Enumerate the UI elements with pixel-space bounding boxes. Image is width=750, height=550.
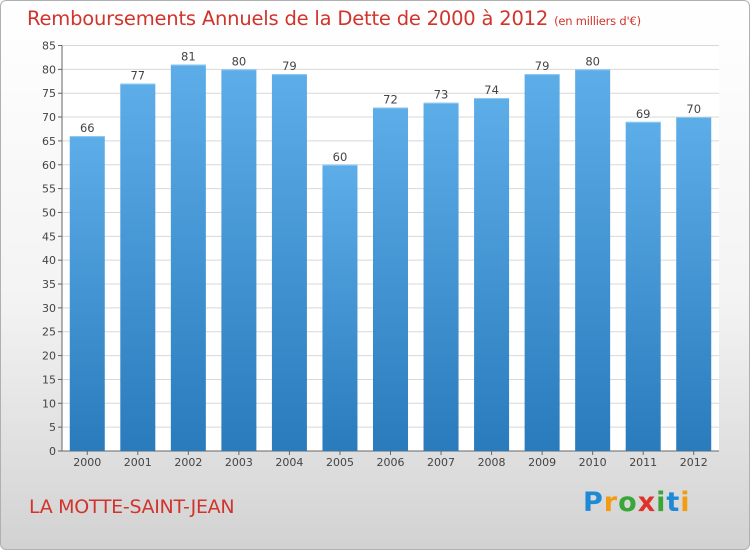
- chart-title: Remboursements Annuels de la Dette de 20…: [27, 7, 641, 30]
- labels: 0 5 10 15 20 25 30 35 40 45 50 55 60 65 70 75 80 85 66 2000…: [42, 40, 708, 470]
- y-tick-label: 50: [42, 206, 56, 219]
- x-tick-label: 2001: [124, 456, 152, 469]
- data-label-2003: 80: [232, 54, 247, 68]
- y-tick-label: 5: [49, 421, 56, 434]
- data-label-2011: 69: [636, 107, 651, 121]
- y-tick-label: 30: [42, 302, 56, 315]
- x-tick-label: 2002: [174, 456, 202, 469]
- unit-note: (en milliers d'€): [554, 14, 641, 28]
- proxiti-logo: Proxiti: [583, 487, 691, 518]
- bar-2000: [69, 136, 105, 451]
- bar-2006: [373, 107, 408, 452]
- bar-2012: [676, 117, 712, 451]
- x-tick-label: 2003: [225, 456, 253, 469]
- bar-2005: [322, 164, 358, 451]
- y-tick-label: 75: [42, 87, 56, 100]
- data-label-2010: 80: [585, 54, 600, 68]
- y-tick-label: 70: [42, 111, 56, 124]
- x-tick-label: 2012: [680, 456, 708, 469]
- x-tick-label: 2008: [478, 456, 506, 469]
- y-tick-label: 0: [49, 445, 56, 458]
- bar-2008: [474, 97, 510, 451]
- x-tick-label: 2005: [326, 456, 354, 469]
- y-tick-label: 80: [42, 63, 56, 76]
- bar-2010: [575, 69, 611, 452]
- x-tick-label: 2006: [377, 456, 405, 469]
- x-tick-label: 2007: [427, 456, 455, 469]
- y-tick-label: 65: [42, 135, 56, 148]
- bar-2004: [271, 74, 307, 451]
- data-label-2005: 60: [333, 150, 348, 164]
- y-tick-label: 15: [42, 373, 56, 386]
- y-tick-label: 10: [42, 397, 56, 410]
- logo-letter: i: [680, 487, 691, 518]
- x-tick-label: 2011: [629, 456, 657, 469]
- data-label-2002: 81: [181, 50, 196, 64]
- data-label-2000: 66: [80, 121, 95, 135]
- commune-name: LA MOTTE-SAINT-JEAN: [29, 496, 235, 518]
- logo-letter: r: [603, 487, 619, 518]
- bar-2009: [524, 74, 560, 451]
- data-label-2012: 70: [686, 102, 701, 116]
- y-tick-label: 35: [42, 278, 56, 291]
- y-tick-label: 20: [42, 350, 56, 363]
- bar-2003: [221, 69, 257, 452]
- bar-2002: [170, 64, 206, 452]
- y-tick-label: 45: [42, 230, 56, 243]
- data-label-2009: 79: [535, 59, 550, 73]
- x-tick-label: 2000: [73, 456, 101, 469]
- y-tick-label: 25: [42, 326, 56, 339]
- bar-2001: [120, 83, 156, 451]
- x-tick-label: 2009: [528, 456, 556, 469]
- logo-letter: x: [637, 487, 657, 518]
- data-label-2007: 73: [434, 88, 449, 102]
- logo-letter: i: [656, 487, 667, 518]
- y-tick-label: 60: [42, 159, 56, 172]
- logo-letter: t: [666, 487, 681, 518]
- data-label-2006: 72: [383, 93, 398, 107]
- y-tick-label: 55: [42, 183, 56, 196]
- bar-2011: [625, 121, 661, 452]
- logo-letter: o: [618, 487, 638, 518]
- y-tick-label: 40: [42, 254, 56, 267]
- y-tick-label: 85: [42, 40, 56, 53]
- data-label-2008: 74: [484, 83, 499, 97]
- bars: [69, 64, 712, 452]
- x-tick-label: 2010: [579, 456, 607, 469]
- data-label-2004: 79: [282, 59, 297, 73]
- logo-letter: P: [583, 487, 604, 518]
- chart-title-text: Remboursements Annuels de la Dette de 20…: [27, 7, 549, 30]
- bar-2007: [423, 102, 459, 451]
- data-label-2001: 77: [130, 69, 145, 83]
- x-tick-label: 2004: [275, 456, 303, 469]
